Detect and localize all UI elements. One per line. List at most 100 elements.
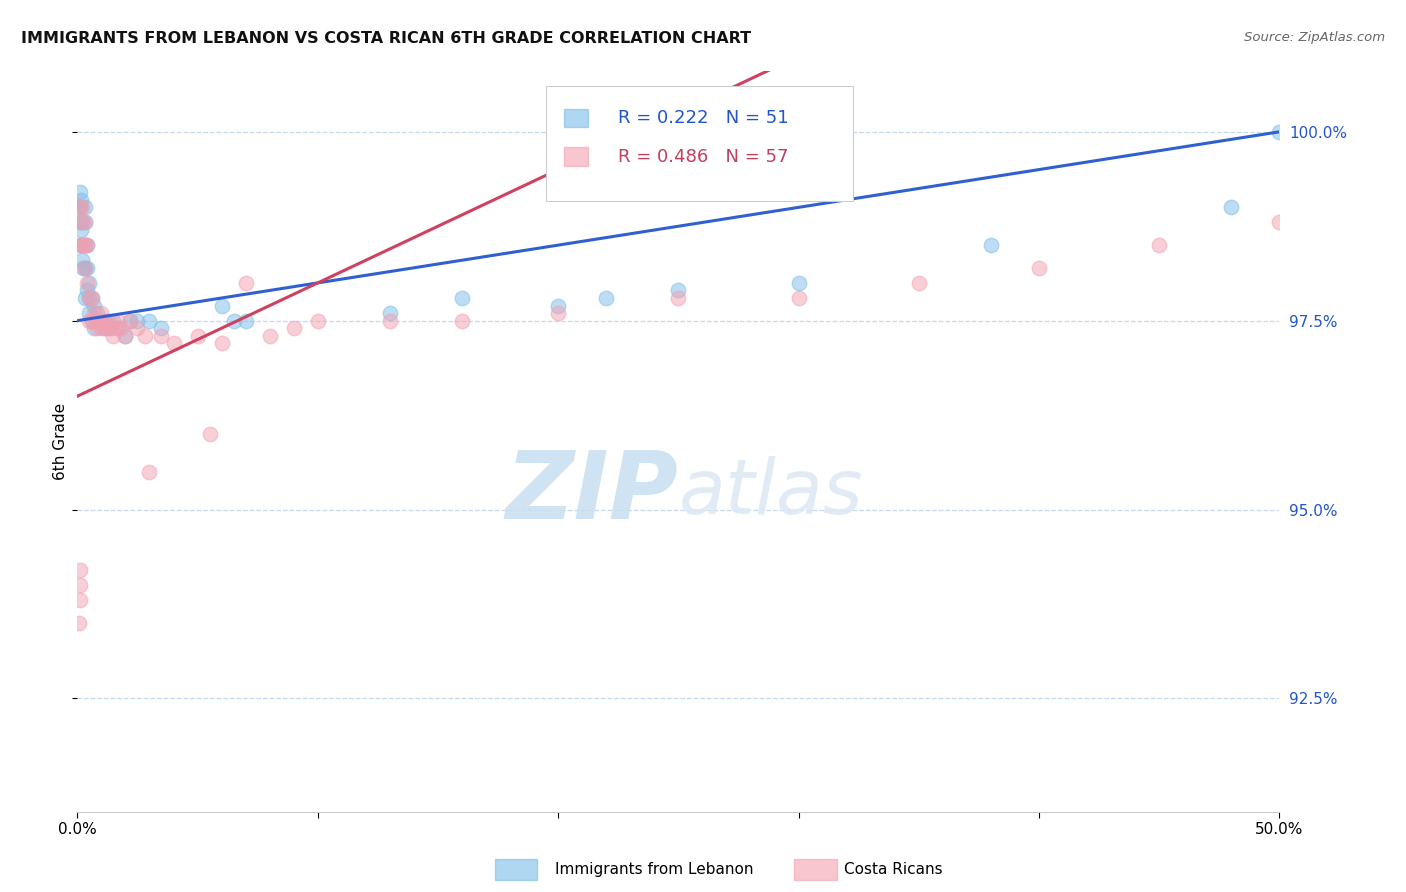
Point xyxy=(980,238,1002,252)
Point xyxy=(87,313,110,327)
Point xyxy=(79,291,101,305)
Point xyxy=(90,306,112,320)
Point xyxy=(96,313,118,327)
Point xyxy=(595,291,617,305)
FancyBboxPatch shape xyxy=(546,87,852,201)
Point xyxy=(69,593,91,607)
Point xyxy=(134,328,156,343)
Point xyxy=(87,313,110,327)
Point xyxy=(67,200,90,214)
FancyBboxPatch shape xyxy=(564,147,588,166)
Point xyxy=(73,238,96,252)
Text: atlas: atlas xyxy=(679,457,863,531)
Point xyxy=(138,465,160,479)
Point xyxy=(162,336,184,351)
Point xyxy=(138,313,160,327)
Point xyxy=(547,299,569,313)
Point xyxy=(97,313,120,327)
FancyBboxPatch shape xyxy=(564,109,588,128)
Text: IMMIGRANTS FROM LEBANON VS COSTA RICAN 6TH GRADE CORRELATION CHART: IMMIGRANTS FROM LEBANON VS COSTA RICAN 6… xyxy=(21,31,751,46)
Point xyxy=(283,321,305,335)
Point xyxy=(103,328,125,343)
Point xyxy=(93,321,115,335)
Point xyxy=(104,321,127,335)
Point xyxy=(73,215,96,229)
Point xyxy=(187,328,209,343)
Point xyxy=(73,260,96,275)
Point xyxy=(76,284,98,298)
Point xyxy=(93,313,115,327)
Point xyxy=(76,238,98,252)
Point xyxy=(76,276,98,290)
Point xyxy=(69,186,91,200)
Point xyxy=(378,313,401,327)
Point xyxy=(1268,125,1291,139)
Point xyxy=(69,563,91,577)
Point xyxy=(107,321,129,335)
Point xyxy=(80,291,103,305)
Text: Source: ZipAtlas.com: Source: ZipAtlas.com xyxy=(1244,31,1385,45)
Point xyxy=(69,215,91,229)
Point xyxy=(79,291,101,305)
Point xyxy=(72,260,94,275)
Point xyxy=(259,328,281,343)
Point xyxy=(79,313,101,327)
Point xyxy=(83,299,105,313)
Point xyxy=(73,238,96,252)
Text: Costa Ricans: Costa Ricans xyxy=(844,863,942,877)
Point xyxy=(90,313,112,327)
Point xyxy=(70,253,93,268)
Point xyxy=(198,427,221,442)
Point xyxy=(787,291,810,305)
Point xyxy=(127,313,149,327)
Point xyxy=(1316,200,1339,214)
Point xyxy=(69,578,91,592)
Point xyxy=(127,321,149,335)
Point xyxy=(86,313,108,327)
Point xyxy=(1220,200,1243,214)
Y-axis label: 6th Grade: 6th Grade xyxy=(53,403,69,480)
Text: Immigrants from Lebanon: Immigrants from Lebanon xyxy=(555,863,754,877)
Point xyxy=(120,313,142,327)
Point xyxy=(107,313,129,327)
Point xyxy=(80,291,103,305)
Point xyxy=(307,313,329,327)
Point xyxy=(908,276,931,290)
Point xyxy=(70,193,93,207)
Point xyxy=(83,321,105,335)
Point xyxy=(103,313,125,327)
Point xyxy=(211,336,233,351)
Point xyxy=(150,321,173,335)
Point xyxy=(69,238,91,252)
Point xyxy=(451,313,474,327)
Point xyxy=(1028,260,1050,275)
Point xyxy=(110,321,132,335)
Point xyxy=(86,306,108,320)
Point xyxy=(120,313,142,327)
Point xyxy=(97,321,120,335)
Point xyxy=(1364,186,1386,200)
Point xyxy=(76,238,98,252)
Point xyxy=(668,284,690,298)
Text: R = 0.222   N = 51: R = 0.222 N = 51 xyxy=(619,109,789,127)
Text: R = 0.486   N = 57: R = 0.486 N = 57 xyxy=(619,147,789,166)
Point xyxy=(787,276,810,290)
Point xyxy=(69,200,91,214)
Point xyxy=(70,200,93,214)
Point xyxy=(79,276,101,290)
Text: ZIP: ZIP xyxy=(506,448,679,540)
Point xyxy=(67,615,90,630)
Point xyxy=(451,291,474,305)
Point xyxy=(73,200,96,214)
Point xyxy=(235,276,257,290)
Point xyxy=(114,328,136,343)
Point xyxy=(211,299,233,313)
Point xyxy=(86,321,108,335)
Point xyxy=(90,321,112,335)
Point xyxy=(378,306,401,320)
Point xyxy=(1268,215,1291,229)
Point xyxy=(70,223,93,237)
Point xyxy=(83,306,105,320)
Point xyxy=(69,200,91,214)
Point xyxy=(79,306,101,320)
